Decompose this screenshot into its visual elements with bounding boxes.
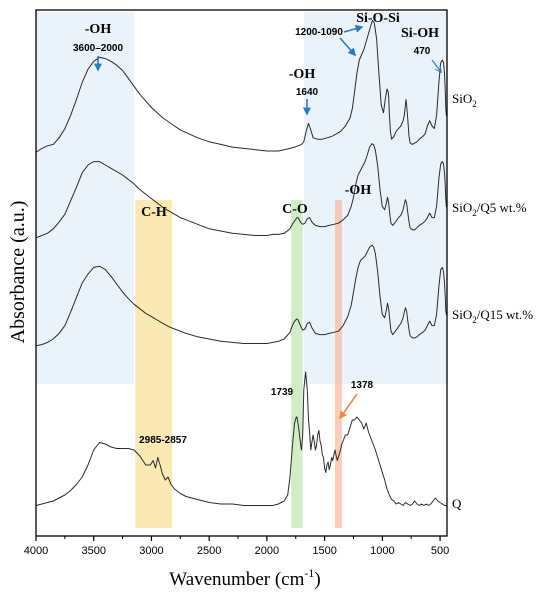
annotation-sio-si-range: 1200-1090 — [295, 27, 343, 38]
series-label-sio2: SiO2 — [452, 91, 477, 109]
arrow-q-1378 — [339, 393, 358, 420]
annotation-oh-right: -OH — [345, 183, 372, 198]
series-line-1 — [35, 143, 448, 239]
shaded-region-2 — [135, 200, 173, 528]
annotation-ch: C-H — [141, 205, 167, 220]
x-tick-label-1000: 1000 — [370, 545, 394, 557]
shaded-region-1 — [303, 12, 447, 384]
x-axis-label: Wavenumber (cm-1) — [169, 566, 320, 590]
x-tick-label-2000: 2000 — [255, 545, 279, 557]
annotation-si-oh-range: 470 — [414, 46, 431, 57]
shaded-regions — [36, 12, 447, 528]
arrow-sio-si-a — [343, 24, 364, 33]
plot-frame — [35, 9, 448, 537]
x-axis-ticks: 4000 3500 3000 2500 2000 1500 1000 500 — [24, 536, 449, 557]
spectra-lines — [35, 19, 448, 506]
x-tick-label-4000: 4000 — [24, 545, 48, 557]
arrow-si-oh — [431, 59, 441, 72]
shaded-region-0 — [36, 12, 135, 384]
annotation-si-oh: Si-OH — [401, 26, 439, 41]
series-label-q: Q — [452, 496, 462, 511]
y-axis-label: Absorbance (a.u.) — [7, 201, 29, 344]
annotation-co: C-O — [282, 202, 308, 217]
annotation-oh-mid: -OH — [289, 67, 316, 82]
x-axis-label-main: Wavenumber (cm — [169, 569, 304, 590]
arrow-sio-si-b — [339, 37, 357, 57]
series-line-3 — [35, 371, 447, 506]
x-tick-label-3500: 3500 — [81, 545, 105, 557]
x-tick-label-3000: 3000 — [139, 545, 163, 557]
annotation-q-ch-range: 2985-2857 — [139, 435, 187, 446]
annotation-q-1739: 1739 — [271, 387, 294, 398]
annotation-oh-left: -OH — [85, 22, 112, 37]
series-line-0 — [35, 19, 448, 153]
annotation-sio-si: Si-O-Si — [356, 11, 400, 26]
x-tick-label-1500: 1500 — [312, 545, 336, 557]
x-tick-label-500: 500 — [431, 545, 449, 557]
shaded-region-4 — [335, 200, 342, 528]
series-line-2 — [35, 244, 448, 347]
annotation-oh-mid-range: 1640 — [296, 87, 319, 98]
annotation-oh-left-range: 3600–2000 — [73, 43, 123, 54]
shaded-region-3 — [291, 200, 303, 528]
x-axis-label-sup: -1 — [304, 566, 314, 580]
x-tick-label-2500: 2500 — [197, 545, 221, 557]
annotation-q-1378: 1378 — [351, 380, 374, 391]
x-axis-label-end: ) — [314, 569, 320, 590]
series-label-sio2-q5: SiO2/Q5 wt.% — [452, 200, 527, 218]
series-label-sio2-q15: SiO2/Q15 wt.% — [452, 307, 533, 325]
